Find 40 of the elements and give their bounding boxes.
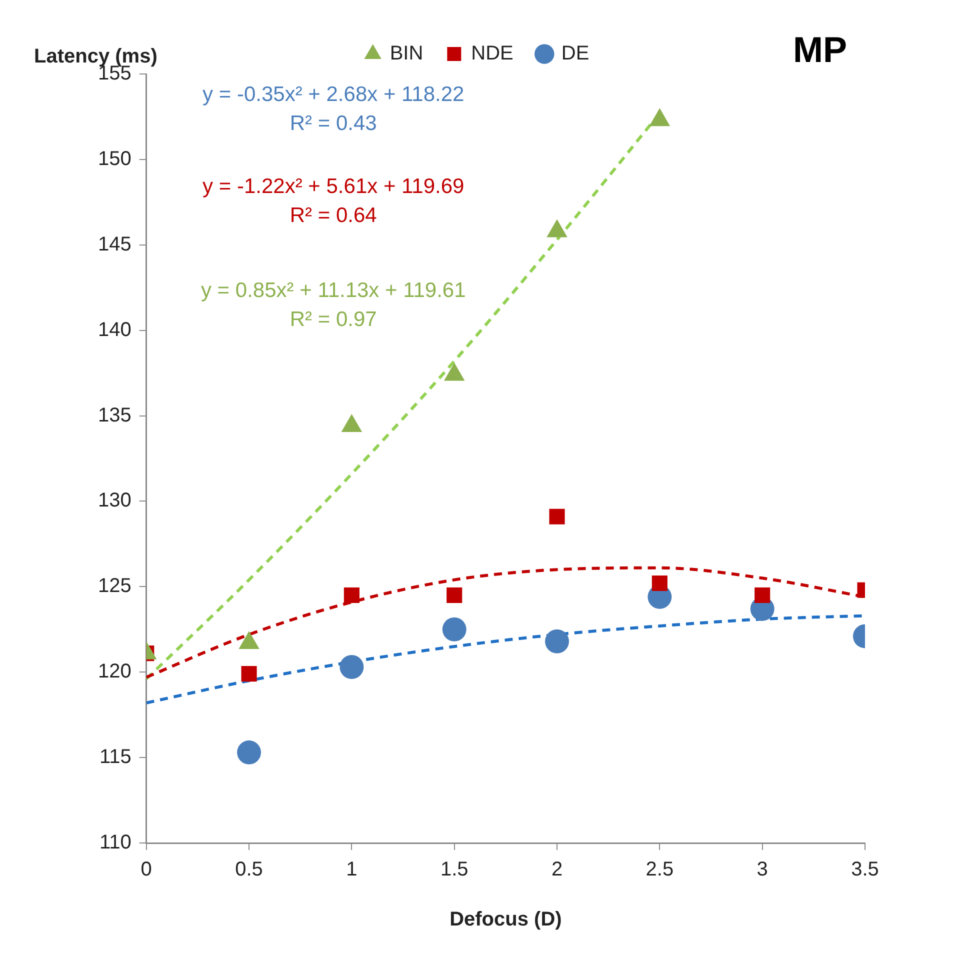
point: [549, 508, 565, 524]
y-tick-label: 125: [98, 575, 132, 598]
point: [241, 666, 257, 682]
point: [340, 654, 364, 679]
legend-label: DE: [561, 42, 590, 65]
x-tick-label: 3: [756, 858, 768, 881]
legend-label: NDE: [471, 42, 514, 65]
y-tick-label: 135: [98, 404, 132, 426]
line-series: [146, 614, 865, 704]
point: [344, 587, 360, 603]
point: [652, 575, 668, 592]
y-tick-label: 120: [98, 660, 132, 683]
x-tick-label: 3.5: [851, 858, 879, 881]
y-tick-label: 140: [98, 318, 132, 341]
point: [649, 108, 670, 126]
point: [754, 587, 770, 603]
legend-label: BIN: [390, 42, 424, 65]
annotation: y = 0.85x² + 11.13x + 119.61 R² = 0.97: [200, 278, 466, 331]
x-tick-label: 0: [140, 858, 152, 881]
point: [444, 362, 465, 381]
annotation: y = -0.35x² + 2.68x + 118.22 R² = 0.43: [202, 82, 464, 135]
point: [341, 414, 362, 432]
y-tick-label: 145: [98, 233, 132, 256]
point: [545, 629, 570, 654]
x-tick-label: 2: [551, 858, 563, 881]
x-axis-title: Defocus (D): [450, 908, 562, 931]
y-tick-label: 150: [98, 148, 132, 170]
y-tick-label: 130: [98, 490, 132, 512]
text: MP: [793, 28, 847, 70]
x-tick-label: 1: [346, 858, 358, 881]
y-tick-label: 110: [99, 832, 132, 854]
x-tick-label: 0.5: [235, 858, 263, 881]
point: [237, 740, 262, 764]
annotation: y = -1.22x² + 5.61x + 119.69 R² = 0.64: [202, 174, 464, 227]
point: [446, 587, 462, 603]
x-tick-label: 2.5: [646, 858, 674, 881]
y-tick-label: 115: [99, 746, 132, 768]
point: [546, 219, 568, 238]
point: [442, 617, 466, 642]
x-tick-label: 1.5: [440, 858, 468, 881]
